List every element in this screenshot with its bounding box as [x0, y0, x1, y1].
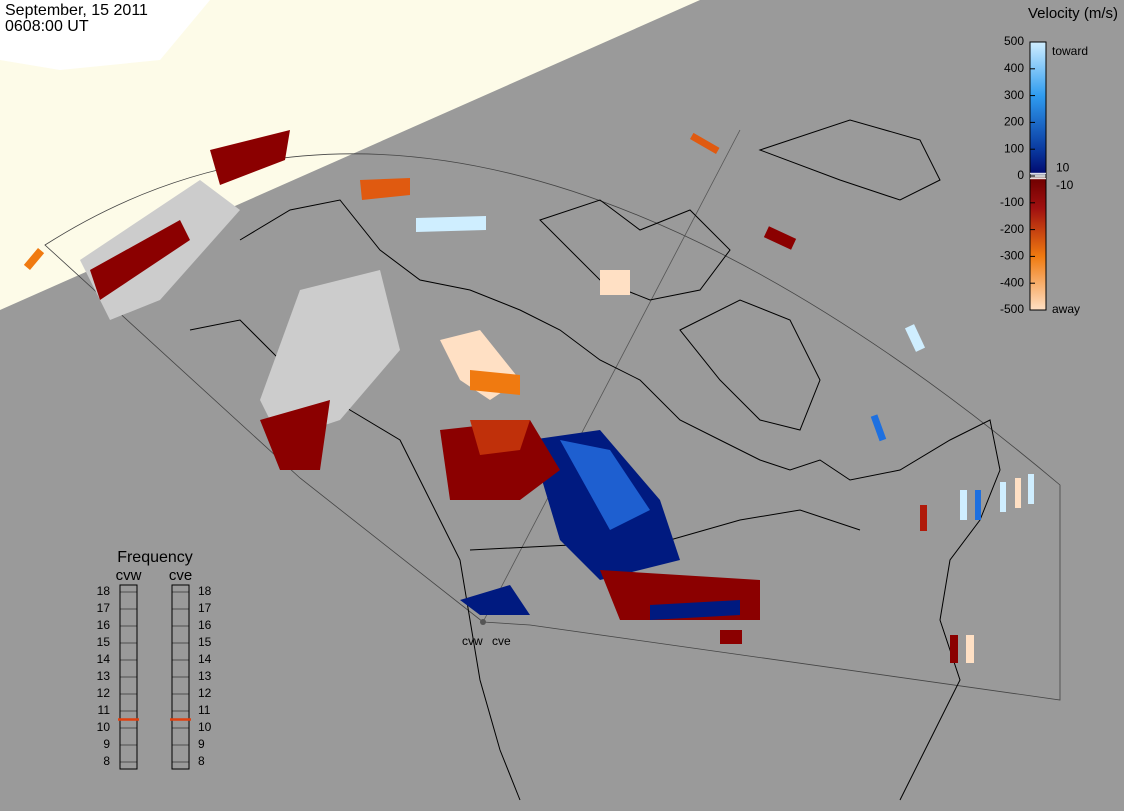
beam-line [482, 129, 741, 623]
colorbar-tick-label: 200 [1004, 115, 1024, 129]
frequency-tick-label: 15 [198, 635, 212, 649]
radar-site [480, 619, 486, 625]
fov-outline [44, 153, 1061, 701]
frequency-tick-label: 16 [97, 618, 111, 632]
colorbar-tick-label: 0 [1017, 168, 1024, 182]
frequency-tick-label: 11 [98, 703, 111, 717]
radar-name: cve [169, 567, 192, 584]
velocity-title: Velocity (m/s) [1028, 5, 1118, 22]
frequency-tick-label: 9 [198, 737, 205, 751]
frequency-tick-label: 15 [97, 635, 111, 649]
frequency-tick-label: 12 [97, 686, 111, 700]
colorbar-tick-label: 400 [1004, 61, 1024, 75]
frequency-tick-label: 8 [103, 754, 110, 768]
frequency-tick-label: 17 [198, 601, 212, 615]
colorbar-tick-label: -400 [1000, 275, 1024, 289]
radar-name: cvw [116, 567, 142, 584]
frequency-tick-label: 17 [97, 601, 111, 615]
colorbar-tick-label: 100 [1004, 141, 1024, 155]
frequency-tick-label: 13 [97, 669, 111, 683]
colorbar-tick-label: 300 [1004, 88, 1024, 102]
colorbar-tick-label: -100 [1000, 195, 1024, 209]
frequency-tick-label: 18 [97, 584, 111, 598]
frequency-tick-label: 11 [198, 703, 211, 717]
colorbar-tick-label: 500 [1004, 34, 1024, 48]
frequency-tick-label: 12 [198, 686, 212, 700]
day-ice [0, 0, 210, 70]
station-label: cvw [462, 634, 483, 648]
time: 0608:00 UT [5, 18, 89, 35]
frequency-tick-label: 10 [198, 720, 212, 734]
frequency-tick-label: 8 [198, 754, 205, 768]
away-label: away [1052, 302, 1080, 316]
frequency-title: Frequency [117, 549, 193, 566]
frequency-tick-label: 9 [103, 737, 110, 751]
frequency-tick-label: 13 [198, 669, 212, 683]
frequency-tick-label: 10 [97, 720, 111, 734]
coastlines [189, 119, 1001, 801]
date: September, 15 2011 [5, 2, 148, 19]
colorbar-tick-label: -10 [1056, 178, 1074, 192]
frequency-tick-label: 18 [198, 584, 212, 598]
colorbar-tick-label: 10 [1056, 160, 1070, 174]
colorbar-tick-label: -500 [1000, 302, 1024, 316]
station-label: cve [492, 634, 511, 648]
frequency-tick-label: 14 [97, 652, 111, 666]
frequency-tick-label: 16 [198, 618, 212, 632]
colorbar-tick-label: -300 [1000, 249, 1024, 263]
radar-cells [23, 130, 1034, 663]
frequency-tick-label: 14 [198, 652, 212, 666]
colorbar-tick-label: -200 [1000, 222, 1024, 236]
toward-label: toward [1052, 44, 1088, 58]
